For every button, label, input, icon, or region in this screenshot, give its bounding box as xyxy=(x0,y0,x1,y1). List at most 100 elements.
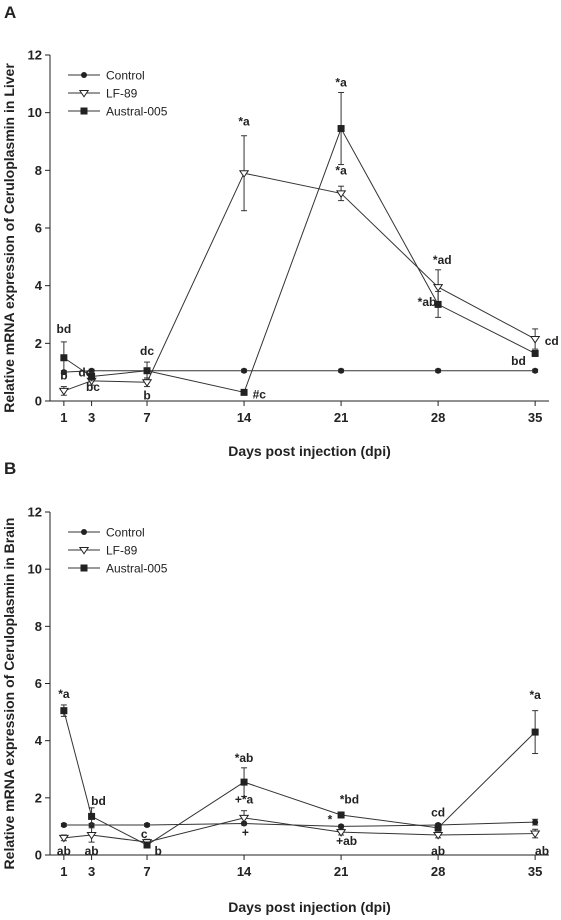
data-point xyxy=(432,831,444,840)
chart-panel-b: B 0 2 4 6 8 10 12 1 3 7 14 21 28 35 Days post injection… xyxy=(1,459,549,915)
legend-label: LF-89 xyxy=(106,544,138,558)
legend-marker xyxy=(81,529,87,535)
y-tick-label: 4 xyxy=(35,733,43,748)
chart-panel-a: A 0 2 4 6 8 10 12 1 3 7 14 21 28 35 Days post injection… xyxy=(1,3,559,459)
panel-letter: B xyxy=(4,459,16,478)
legend-entry: Austral-005 xyxy=(68,105,168,119)
data-point xyxy=(60,707,68,715)
significance-label: dc xyxy=(140,344,154,358)
legend-entry: Control xyxy=(68,69,145,83)
series-lf-89 xyxy=(58,135,541,396)
data-point xyxy=(60,354,68,362)
legend-label: Austral-005 xyxy=(106,105,168,119)
data-point xyxy=(338,823,345,830)
series-control xyxy=(60,818,539,830)
significance-label: #c xyxy=(253,388,267,402)
significance-label: *a xyxy=(238,115,250,129)
y-tick-label: 2 xyxy=(35,790,42,805)
significance-label: +ab xyxy=(336,834,357,848)
legend-marker xyxy=(78,89,90,98)
data-point xyxy=(337,811,345,819)
significance-label: * xyxy=(328,813,333,827)
data-point xyxy=(531,728,539,736)
y-tick-label: 4 xyxy=(35,278,43,293)
legend-marker xyxy=(80,564,88,572)
significance-label: bd xyxy=(57,322,72,336)
significance-label: *bd xyxy=(340,793,359,807)
x-axis-title: Days post injection (dpi) xyxy=(228,443,391,459)
data-point xyxy=(432,284,444,292)
legend-marker xyxy=(81,72,87,78)
x-tick-label: 7 xyxy=(143,410,150,425)
y-tick-label: 8 xyxy=(35,619,42,634)
series-control xyxy=(60,367,539,376)
x-tick-label: 21 xyxy=(334,864,348,879)
data-point xyxy=(337,125,345,133)
significance-label: bd xyxy=(511,354,526,368)
x-tick-label: 3 xyxy=(88,864,95,879)
series-lf-89 xyxy=(58,810,541,847)
panel-letter: A xyxy=(4,3,16,22)
x-tick-label: 3 xyxy=(88,410,95,425)
significance-label: *a xyxy=(335,164,347,178)
legend-entry: Control xyxy=(68,526,145,540)
data-point xyxy=(88,372,96,380)
data-point xyxy=(58,387,69,396)
data-point xyxy=(240,778,248,786)
y-tick-label: 10 xyxy=(28,105,42,120)
data-point xyxy=(86,831,97,840)
data-point xyxy=(530,335,541,344)
significance-label: ab xyxy=(85,844,99,858)
y-tick-label: 0 xyxy=(35,848,42,863)
data-point xyxy=(141,379,153,387)
significance-label: b xyxy=(143,389,150,403)
significance-label: *ad xyxy=(433,253,452,267)
legend-label: Austral-005 xyxy=(106,562,168,576)
y-axis-title: Relative mRNA expression of Ceruloplasmi… xyxy=(1,518,17,870)
significance-label: ab xyxy=(535,844,549,858)
data-point xyxy=(241,367,248,374)
data-point xyxy=(335,190,347,199)
significance-label: *a xyxy=(335,76,347,90)
data-point xyxy=(531,349,539,357)
x-tick-label: 35 xyxy=(528,410,542,425)
significance-label: ab xyxy=(57,844,71,858)
data-point xyxy=(434,300,442,308)
data-point xyxy=(88,812,96,820)
legend-entry: Austral-005 xyxy=(68,562,168,576)
data-point xyxy=(143,367,151,375)
significance-label: *ab xyxy=(235,751,254,765)
series-austral-005 xyxy=(60,91,539,396)
series-line xyxy=(63,127,536,393)
series-line xyxy=(63,172,536,392)
significance-label: *a xyxy=(529,688,541,702)
y-axis-title: Relative mRNA expression of Ceruloplasmi… xyxy=(1,63,17,413)
data-point xyxy=(238,170,250,178)
y-tick-label: 8 xyxy=(35,163,42,178)
data-point xyxy=(530,830,541,839)
significance-label: ab xyxy=(431,844,445,858)
y-tick-label: 10 xyxy=(28,562,42,577)
significance-label: c xyxy=(141,827,148,841)
significance-label: + xyxy=(242,825,249,839)
x-tick-label: 1 xyxy=(60,410,67,425)
data-point xyxy=(435,367,442,374)
data-point xyxy=(532,819,539,826)
x-tick-label: 21 xyxy=(334,410,348,425)
y-tick-label: 12 xyxy=(28,48,42,63)
data-point xyxy=(144,821,151,828)
significance-label: cd xyxy=(431,805,445,819)
significance-label: bd xyxy=(91,794,106,808)
data-point xyxy=(434,824,442,832)
x-tick-label: 1 xyxy=(60,864,67,879)
y-tick-label: 0 xyxy=(35,394,42,409)
x-tick-label: 14 xyxy=(237,864,252,879)
series-austral-005 xyxy=(60,704,539,849)
legend-marker xyxy=(80,107,88,115)
x-tick-label: 35 xyxy=(528,864,542,879)
significance-label: *a xyxy=(58,687,70,701)
data-point xyxy=(238,814,250,823)
x-axis-title: Days post injection (dpi) xyxy=(228,899,391,915)
x-tick-label: 28 xyxy=(431,864,445,879)
